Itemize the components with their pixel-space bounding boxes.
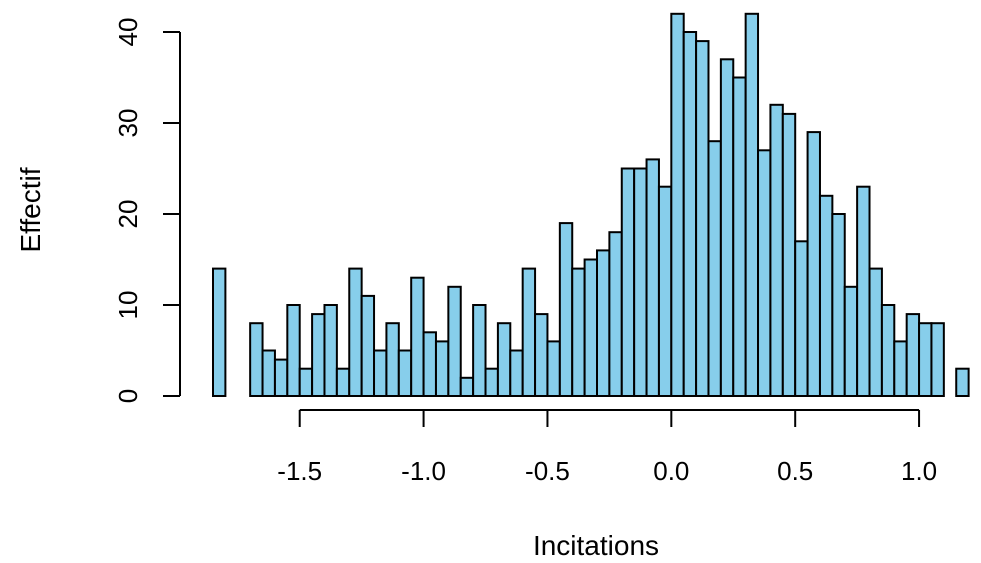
x-axis: -1.5 -1.0 -0.5 0.0 0.5 1.0 xyxy=(277,409,937,486)
histogram-bar xyxy=(484,367,499,398)
histogram-bar xyxy=(472,304,487,397)
histogram-bar xyxy=(546,340,561,397)
histogram-bar xyxy=(397,349,413,397)
histogram-bar xyxy=(757,149,772,397)
histogram-bar xyxy=(806,131,821,397)
histogram-bar xyxy=(905,313,921,398)
histogram-bar xyxy=(818,194,834,397)
y-tick-label: 10 xyxy=(113,291,143,320)
histogram-bar xyxy=(335,367,351,398)
y-tick-label: 30 xyxy=(113,109,143,138)
histogram-bar xyxy=(273,358,289,398)
histogram-bar xyxy=(794,240,809,397)
histogram-bar xyxy=(385,322,400,398)
histogram-bar xyxy=(918,322,933,398)
histogram-bar xyxy=(583,258,598,397)
x-tick-label: 0.5 xyxy=(777,456,813,486)
histogram-bar xyxy=(311,313,326,398)
y-tick-label: 0 xyxy=(113,389,143,403)
histogram-bar xyxy=(410,276,425,398)
histogram-bar xyxy=(719,58,735,398)
histogram-bar xyxy=(261,349,276,397)
histogram-bar xyxy=(781,112,797,398)
y-axis: 0 10 20 30 40 xyxy=(113,18,181,403)
histogram-bar xyxy=(880,304,896,397)
histogram-bar xyxy=(286,304,301,397)
histogram-bar xyxy=(348,267,363,398)
histogram-bar xyxy=(769,103,784,398)
histogram-bar xyxy=(249,322,264,398)
histogram-bar xyxy=(571,267,586,398)
histogram-bar xyxy=(831,213,846,397)
histogram-bar xyxy=(645,158,660,397)
histogram-bar xyxy=(521,267,537,398)
histogram-bar xyxy=(323,304,338,397)
x-axis-title: Incitations xyxy=(533,530,659,561)
histogram-bars xyxy=(212,12,970,398)
histogram-bar xyxy=(422,331,437,397)
histogram-bar xyxy=(670,12,685,398)
histogram-bar xyxy=(447,285,462,397)
histogram-bar xyxy=(608,231,623,397)
histogram-bar xyxy=(434,340,450,397)
histogram-bar xyxy=(620,167,636,397)
x-tick-label: -0.5 xyxy=(525,456,570,486)
x-tick-label: -1.0 xyxy=(401,456,446,486)
histogram-bar xyxy=(657,185,673,397)
x-tick-label: 1.0 xyxy=(901,456,937,486)
histogram-bar xyxy=(868,267,883,398)
histogram-bar xyxy=(298,367,314,398)
histogram-bar xyxy=(360,294,376,397)
histogram-bar xyxy=(893,340,908,397)
histogram-bar xyxy=(744,12,760,398)
histogram-bar xyxy=(509,349,524,397)
histogram-bar xyxy=(558,222,574,397)
histogram-bar xyxy=(955,367,970,398)
histogram-bar xyxy=(732,76,747,397)
histogram-bar xyxy=(707,140,722,397)
histogram-bar xyxy=(596,249,611,397)
y-axis-title: Effectif xyxy=(15,167,46,252)
histogram-bar xyxy=(496,322,512,398)
x-tick-label: -1.5 xyxy=(277,456,322,486)
histogram-bar xyxy=(633,167,648,397)
y-tick-label: 20 xyxy=(113,200,143,229)
histogram-bar xyxy=(212,267,227,398)
histogram-bar xyxy=(682,31,698,397)
y-tick-label: 40 xyxy=(113,18,143,47)
histogram-bar xyxy=(534,313,549,398)
histogram-bar xyxy=(695,40,710,397)
histogram-bar xyxy=(856,185,871,397)
histogram-bar xyxy=(459,376,475,397)
histogram-bar xyxy=(843,285,859,397)
x-tick-label: 0.0 xyxy=(653,456,689,486)
histogram-bar xyxy=(373,349,388,397)
histogram-bar xyxy=(930,322,945,398)
